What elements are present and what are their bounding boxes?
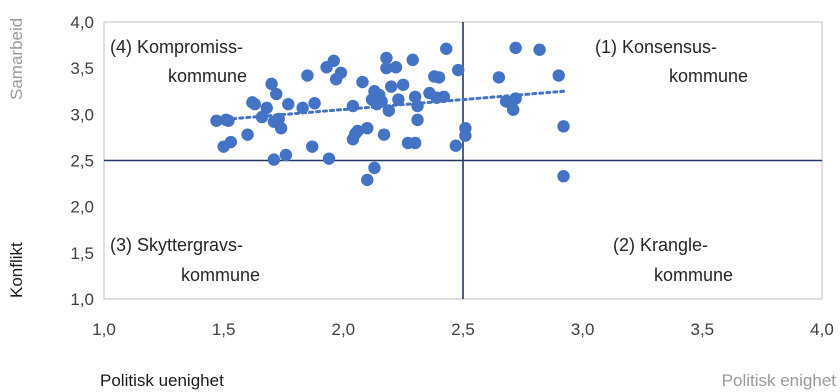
y-tick-label: 3,5	[70, 59, 94, 78]
data-point	[301, 69, 314, 82]
data-point	[222, 114, 235, 127]
data-point	[552, 69, 565, 82]
data-point	[334, 66, 348, 79]
x-tick-label: 4,0	[810, 320, 834, 339]
x-tick-label: 3,5	[691, 320, 715, 339]
data-point	[557, 120, 570, 133]
data-points	[210, 41, 570, 187]
data-point	[396, 78, 410, 91]
data-point	[557, 169, 570, 183]
data-point	[346, 99, 360, 113]
data-point	[440, 42, 453, 55]
data-point	[356, 75, 369, 89]
quadrant-label-2-line2: kommune	[654, 265, 733, 285]
data-point	[377, 128, 391, 141]
data-point	[509, 41, 522, 55]
data-point	[380, 61, 393, 75]
x-tick-label: 2,0	[332, 320, 356, 339]
data-point	[296, 101, 309, 115]
data-point	[322, 152, 336, 165]
data-point	[265, 77, 278, 91]
data-point	[492, 71, 506, 84]
data-point	[260, 101, 273, 115]
y-tick-label: 4,0	[70, 13, 94, 32]
data-point	[375, 95, 388, 108]
data-point	[452, 63, 465, 77]
y-tick-label: 3,0	[70, 105, 94, 124]
data-point	[459, 121, 472, 135]
y-tick-label: 1,0	[70, 290, 94, 309]
data-point	[389, 61, 403, 74]
data-point	[351, 124, 364, 138]
data-point	[282, 97, 295, 111]
trendline	[217, 89, 566, 122]
data-point	[382, 104, 396, 117]
data-point	[308, 97, 321, 110]
x-tick-label: 1,5	[212, 320, 236, 339]
y-axis-label-bottom: Konflikt	[7, 242, 26, 298]
quadrant-label-1-line1: (1) Konsensus-	[595, 37, 717, 57]
data-point	[368, 161, 381, 175]
data-point	[274, 121, 288, 135]
quadrant-label-1-line2: kommune	[669, 66, 748, 86]
x-axis-label-right: Politisk enighet	[722, 371, 837, 390]
y-axis-label-top: Samarbeid	[7, 18, 26, 100]
data-point	[361, 173, 374, 187]
quadrant-label-3-line2: kommune	[181, 265, 260, 285]
data-point	[270, 87, 283, 101]
data-point	[210, 114, 223, 127]
data-point	[306, 140, 319, 153]
data-point	[361, 121, 374, 135]
x-tick-label: 2,5	[451, 320, 475, 339]
y-tick-label: 1,5	[70, 244, 94, 263]
y-axis-ticks: 1,0 1,5 2,0 2,5 3,0 3,5 4,0	[70, 13, 94, 309]
y-tick-label: 2,0	[70, 198, 94, 217]
data-point	[327, 54, 340, 67]
data-point	[385, 80, 398, 93]
y-tick-label: 2,5	[70, 152, 94, 171]
x-axis-ticks: 1,0 1,5 2,0 2,5 3,0 3,5 4,0	[92, 320, 834, 339]
x-tick-label: 1,0	[92, 320, 116, 339]
data-point	[279, 148, 293, 162]
quadrant-label-4-line1: (4) Kompromiss-	[110, 37, 243, 57]
data-point	[411, 113, 424, 127]
data-point	[406, 53, 419, 67]
data-point	[437, 90, 451, 103]
data-point	[241, 128, 254, 141]
data-point	[224, 135, 238, 149]
data-point	[533, 43, 546, 56]
quadrant-label-3-line1: (3) Skyttergravs-	[110, 235, 243, 255]
data-point	[408, 136, 422, 150]
x-axis-label-left: Politisk uenighet	[100, 371, 224, 390]
data-point	[248, 97, 261, 111]
quadrant-label-2-line1: (2) Krangle-	[613, 235, 708, 255]
x-tick-label: 3,0	[571, 320, 595, 339]
data-point	[267, 153, 281, 166]
quadrant-label-4-line2: kommune	[168, 66, 247, 86]
data-point	[432, 71, 446, 84]
data-point	[449, 139, 463, 152]
data-point	[380, 51, 393, 65]
data-point	[392, 93, 405, 106]
data-point	[507, 103, 520, 116]
